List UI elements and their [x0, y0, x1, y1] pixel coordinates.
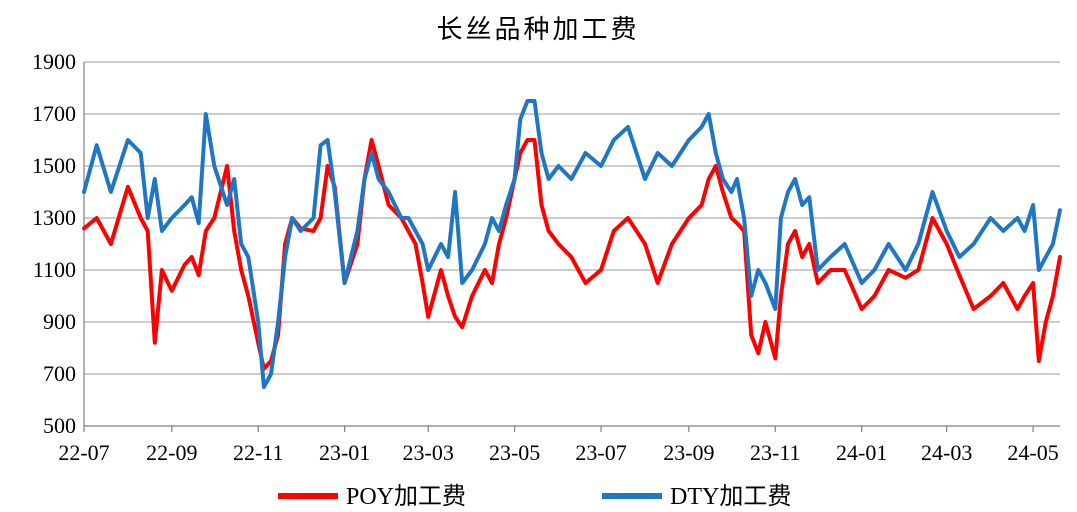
x-tick-label: 24-05 — [1007, 440, 1058, 465]
x-tick-label: 23-07 — [575, 440, 626, 465]
x-tick-label: 24-01 — [836, 440, 887, 465]
x-axis: 22-07 22-09 22-11 23-01 23-03 23-05 23-07 23-09… — [58, 425, 1060, 465]
x-tick-label: 24-03 — [921, 440, 972, 465]
y-tick-label: 1300 — [32, 205, 76, 230]
legend-label: POY加工费 — [346, 483, 466, 510]
chart-title: 长丝品种加工费 — [436, 15, 639, 45]
y-axis: 500 700 900 1100 1300 1500 1700 1900 — [32, 49, 85, 438]
x-tick-label: 22-09 — [146, 440, 197, 465]
y-tick-label: 1700 — [32, 101, 76, 126]
x-tick-label: 23-09 — [663, 440, 714, 465]
y-tick-label: 500 — [43, 413, 76, 438]
x-tick-label: 23-11 — [750, 440, 801, 465]
x-tick-label: 23-05 — [489, 440, 540, 465]
y-tick-label: 1500 — [32, 153, 76, 178]
x-tick-label: 23-01 — [319, 440, 370, 465]
legend: POY加工费 DTY加工费 — [278, 483, 791, 510]
series-line-dty — [82, 99, 1062, 389]
legend-label: DTY加工费 — [670, 483, 791, 510]
x-tick-label: 22-11 — [233, 440, 284, 465]
x-tick-label: 22-07 — [58, 440, 109, 465]
y-tick-label: 700 — [43, 361, 76, 386]
x-tick-label: 23-03 — [403, 440, 454, 465]
grid-lines — [84, 61, 1060, 375]
y-tick-label: 1100 — [33, 257, 76, 282]
y-tick-label: 1900 — [32, 49, 76, 74]
series-line-poy — [82, 138, 1062, 371]
y-tick-label: 900 — [43, 309, 76, 334]
series-lines — [82, 99, 1062, 389]
